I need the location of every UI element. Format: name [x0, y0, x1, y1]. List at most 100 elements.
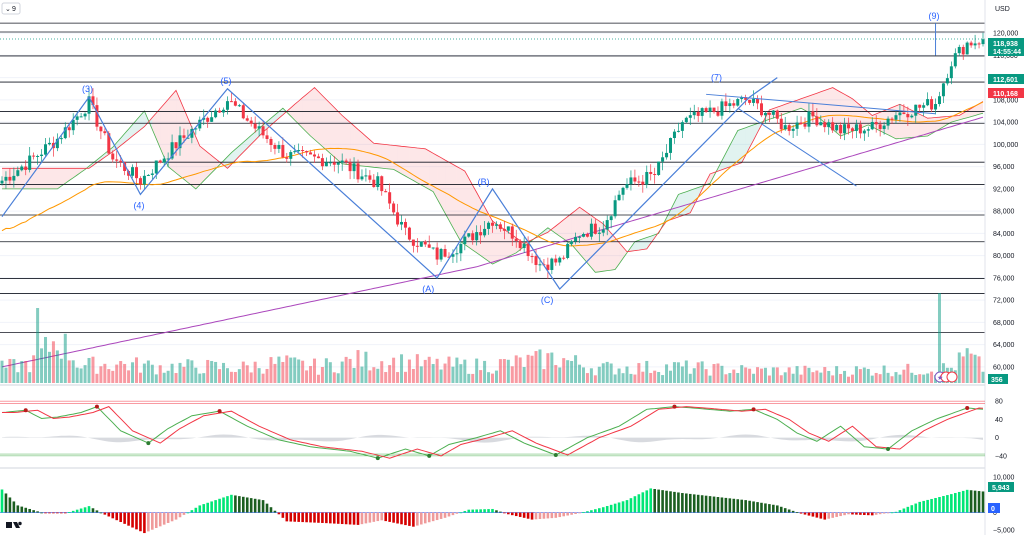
candle-body[interactable]	[162, 158, 166, 163]
candle-body[interactable]	[281, 145, 285, 158]
candle-body[interactable]	[941, 83, 945, 97]
candle-body[interactable]	[301, 150, 305, 152]
candle-body[interactable]	[273, 145, 277, 149]
candle-body[interactable]	[712, 107, 716, 112]
candle-body[interactable]	[194, 128, 198, 130]
candle-body[interactable]	[799, 122, 803, 125]
candle-body[interactable]	[621, 187, 625, 195]
candle-body[interactable]	[67, 127, 71, 131]
candle-body[interactable]	[222, 109, 226, 113]
candle-body[interactable]	[839, 125, 843, 134]
candle-body[interactable]	[894, 115, 898, 120]
candle-body[interactable]	[779, 118, 783, 130]
candle-body[interactable]	[312, 154, 316, 157]
candle-body[interactable]	[653, 174, 657, 176]
candle-body[interactable]	[198, 119, 202, 129]
candle-body[interactable]	[289, 152, 293, 159]
candle-body[interactable]	[759, 103, 763, 116]
candle-body[interactable]	[91, 96, 95, 106]
candle-body[interactable]	[174, 142, 178, 149]
candle-body[interactable]	[937, 96, 941, 105]
candle-body[interactable]	[637, 181, 641, 183]
candle-body[interactable]	[305, 151, 309, 153]
candle-body[interactable]	[356, 163, 360, 180]
candle-body[interactable]	[649, 171, 653, 175]
candle-body[interactable]	[372, 179, 376, 188]
candle-body[interactable]	[716, 111, 720, 116]
candle-body[interactable]	[518, 241, 522, 249]
trend-line[interactable]	[706, 93, 936, 115]
candle-body[interactable]	[447, 256, 451, 258]
candle-body[interactable]	[740, 97, 744, 100]
candle-body[interactable]	[665, 152, 669, 158]
candle-body[interactable]	[134, 167, 138, 179]
candle-body[interactable]	[574, 236, 578, 242]
candle-body[interactable]	[55, 138, 59, 149]
candle-body[interactable]	[918, 104, 922, 108]
candle-body[interactable]	[127, 170, 131, 176]
candle-body[interactable]	[210, 117, 214, 122]
candle-body[interactable]	[534, 256, 538, 265]
candle-body[interactable]	[178, 135, 182, 149]
candle-body[interactable]	[71, 119, 75, 131]
candle-body[interactable]	[866, 129, 870, 131]
candle-body[interactable]	[368, 175, 372, 180]
candle-body[interactable]	[293, 151, 297, 153]
candle-body[interactable]	[724, 101, 728, 107]
candle-body[interactable]	[605, 220, 609, 230]
candle-body[interactable]	[977, 43, 981, 45]
candle-body[interactable]	[934, 104, 938, 110]
candle-body[interactable]	[182, 135, 186, 138]
candle-body[interactable]	[360, 176, 364, 180]
candle-body[interactable]	[249, 120, 253, 124]
candle-body[interactable]	[756, 98, 760, 104]
candle-body[interactable]	[380, 176, 384, 192]
candle-body[interactable]	[154, 160, 158, 174]
candle-body[interactable]	[617, 194, 621, 201]
candle-body[interactable]	[530, 256, 534, 258]
candle-body[interactable]	[415, 245, 419, 247]
candle-body[interactable]	[744, 97, 748, 100]
candle-body[interactable]	[63, 127, 67, 139]
candle-body[interactable]	[218, 110, 222, 113]
candle-body[interactable]	[364, 175, 368, 177]
candle-body[interactable]	[324, 162, 328, 167]
candle-body[interactable]	[696, 111, 700, 116]
candle-body[interactable]	[336, 162, 340, 165]
candle-body[interactable]	[265, 135, 269, 139]
candle-body[interactable]	[95, 105, 99, 127]
candle-body[interactable]	[502, 228, 506, 231]
candle-body[interactable]	[672, 131, 676, 139]
candle-body[interactable]	[285, 157, 289, 159]
candle-body[interactable]	[870, 121, 874, 130]
candle-body[interactable]	[498, 224, 502, 229]
candle-body[interactable]	[79, 116, 83, 118]
candle-body[interactable]	[771, 110, 775, 115]
candle-body[interactable]	[819, 122, 823, 126]
candle-body[interactable]	[704, 108, 708, 112]
candle-body[interactable]	[850, 128, 854, 131]
candle-body[interactable]	[190, 128, 194, 138]
candle-body[interactable]	[570, 241, 574, 244]
candle-body[interactable]	[641, 181, 645, 185]
candle-body[interactable]	[961, 46, 965, 55]
candle-body[interactable]	[783, 125, 787, 130]
candle-body[interactable]	[494, 224, 498, 226]
horizontal-levels[interactable]	[0, 22, 985, 333]
candle-body[interactable]	[748, 99, 752, 103]
candle-body[interactable]	[835, 125, 839, 131]
candle-body[interactable]	[384, 191, 388, 193]
candle-body[interactable]	[309, 152, 313, 155]
candle-body[interactable]	[874, 121, 878, 125]
candle-body[interactable]	[491, 222, 494, 226]
candle-body[interactable]	[111, 153, 115, 160]
candle-body[interactable]	[83, 113, 87, 117]
candle-body[interactable]	[115, 159, 119, 161]
candle-body[interactable]	[47, 142, 51, 145]
candle-body[interactable]	[910, 115, 914, 118]
candle-body[interactable]	[669, 138, 673, 153]
candle-body[interactable]	[581, 234, 585, 237]
candle-body[interactable]	[340, 160, 344, 163]
candle-body[interactable]	[206, 117, 210, 122]
